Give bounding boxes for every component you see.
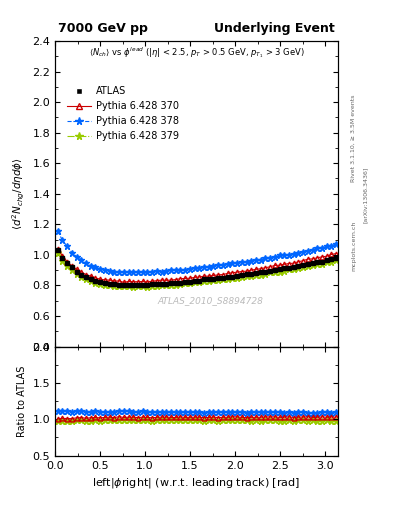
Text: $\langle N_{ch}\rangle$ vs $\phi^{lead}$ ($|\eta|$ < 2.5, $p_T$ > 0.5 GeV, $p_{T: $\langle N_{ch}\rangle$ vs $\phi^{lead}$… (88, 46, 305, 60)
Y-axis label: $\langle d^2 N_{chg}/d\eta d\phi \rangle$: $\langle d^2 N_{chg}/d\eta d\phi \rangle… (11, 157, 27, 230)
Text: ATLAS_2010_S8894728: ATLAS_2010_S8894728 (158, 296, 264, 305)
Text: [arXiv:1306.3436]: [arXiv:1306.3436] (363, 166, 368, 223)
Y-axis label: Ratio to ATLAS: Ratio to ATLAS (17, 366, 27, 437)
Text: Rivet 3.1.10, ≥ 3.5M events: Rivet 3.1.10, ≥ 3.5M events (351, 95, 356, 182)
Text: 7000 GeV pp: 7000 GeV pp (58, 22, 148, 35)
Legend: ATLAS, Pythia 6.428 370, Pythia 6.428 378, Pythia 6.428 379: ATLAS, Pythia 6.428 370, Pythia 6.428 37… (63, 82, 183, 145)
Text: Underlying Event: Underlying Event (215, 22, 335, 35)
Text: mcplots.cern.ch: mcplots.cern.ch (351, 221, 356, 271)
X-axis label: left|$\phi$right| (w.r.t. leading track) [rad]: left|$\phi$right| (w.r.t. leading track)… (92, 476, 301, 490)
